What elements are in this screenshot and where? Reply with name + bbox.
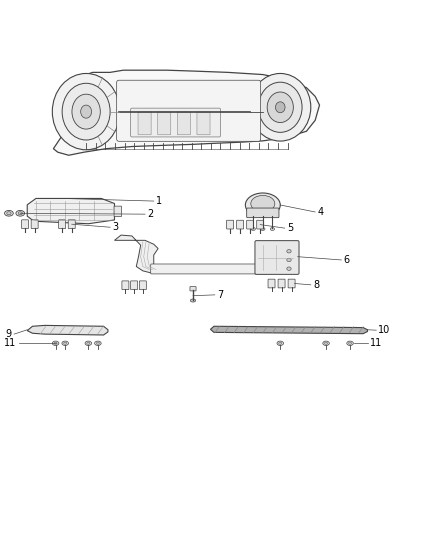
Ellipse shape <box>287 267 291 270</box>
FancyBboxPatch shape <box>190 287 196 291</box>
Polygon shape <box>211 326 367 334</box>
Ellipse shape <box>277 341 283 345</box>
Ellipse shape <box>85 341 92 345</box>
FancyBboxPatch shape <box>268 279 275 288</box>
Ellipse shape <box>16 211 25 216</box>
Ellipse shape <box>258 82 302 132</box>
FancyBboxPatch shape <box>21 220 28 229</box>
Text: 4: 4 <box>318 207 324 217</box>
FancyBboxPatch shape <box>247 208 279 217</box>
FancyBboxPatch shape <box>158 112 171 135</box>
FancyBboxPatch shape <box>117 80 261 141</box>
Ellipse shape <box>287 258 291 262</box>
Ellipse shape <box>72 94 100 129</box>
FancyBboxPatch shape <box>177 112 191 135</box>
Ellipse shape <box>62 83 110 140</box>
Ellipse shape <box>267 92 293 123</box>
FancyBboxPatch shape <box>247 220 254 229</box>
Ellipse shape <box>287 249 291 253</box>
Polygon shape <box>27 325 108 335</box>
Ellipse shape <box>52 74 120 150</box>
FancyBboxPatch shape <box>237 220 244 229</box>
Text: 10: 10 <box>378 325 391 335</box>
Ellipse shape <box>250 74 311 141</box>
FancyBboxPatch shape <box>114 206 121 216</box>
Ellipse shape <box>95 341 101 345</box>
Text: 11: 11 <box>4 338 16 348</box>
Text: 9: 9 <box>6 329 12 339</box>
FancyBboxPatch shape <box>131 281 138 289</box>
Ellipse shape <box>347 341 353 345</box>
Ellipse shape <box>191 299 196 302</box>
FancyBboxPatch shape <box>139 281 146 289</box>
Ellipse shape <box>245 193 280 217</box>
Ellipse shape <box>4 211 13 216</box>
Ellipse shape <box>251 228 255 230</box>
Ellipse shape <box>18 212 22 215</box>
Ellipse shape <box>323 341 329 345</box>
FancyBboxPatch shape <box>255 241 299 274</box>
Text: 6: 6 <box>343 255 350 265</box>
Ellipse shape <box>52 341 59 345</box>
Ellipse shape <box>54 342 57 344</box>
Polygon shape <box>114 235 158 273</box>
FancyBboxPatch shape <box>68 220 75 229</box>
FancyBboxPatch shape <box>151 264 268 274</box>
Text: 7: 7 <box>217 290 223 300</box>
FancyBboxPatch shape <box>257 220 264 229</box>
Text: 2: 2 <box>147 209 153 219</box>
Text: 11: 11 <box>370 338 382 348</box>
Polygon shape <box>27 198 114 224</box>
FancyBboxPatch shape <box>59 220 66 229</box>
Ellipse shape <box>96 342 99 344</box>
Ellipse shape <box>279 342 282 344</box>
Ellipse shape <box>325 342 328 344</box>
Text: 3: 3 <box>112 222 118 232</box>
FancyBboxPatch shape <box>288 279 295 288</box>
FancyBboxPatch shape <box>138 112 151 135</box>
FancyBboxPatch shape <box>131 108 220 137</box>
Ellipse shape <box>276 102 285 112</box>
Text: 5: 5 <box>287 223 293 233</box>
Ellipse shape <box>261 228 265 230</box>
Ellipse shape <box>64 342 67 344</box>
Ellipse shape <box>251 196 275 212</box>
FancyBboxPatch shape <box>278 279 285 288</box>
Ellipse shape <box>349 342 352 344</box>
Text: 8: 8 <box>313 280 319 290</box>
Ellipse shape <box>7 212 11 215</box>
Text: 1: 1 <box>156 196 162 206</box>
Ellipse shape <box>81 105 92 118</box>
FancyBboxPatch shape <box>226 220 233 229</box>
FancyBboxPatch shape <box>31 220 38 229</box>
Ellipse shape <box>62 341 68 345</box>
Polygon shape <box>53 70 319 155</box>
FancyBboxPatch shape <box>122 281 129 289</box>
Ellipse shape <box>87 342 90 344</box>
FancyBboxPatch shape <box>197 112 210 135</box>
Ellipse shape <box>270 228 275 230</box>
